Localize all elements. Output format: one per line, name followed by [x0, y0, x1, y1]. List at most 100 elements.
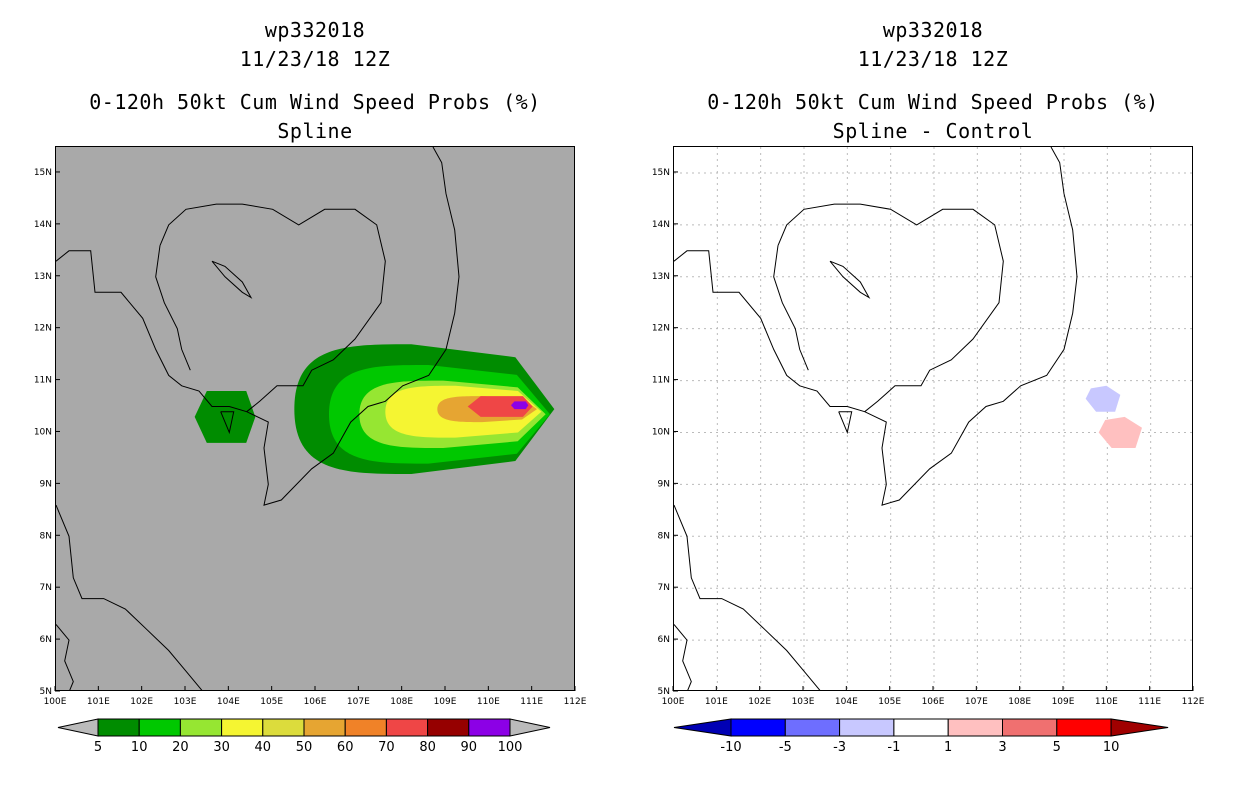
y-tick-label: 6N	[40, 635, 52, 645]
colorbar2-box	[839, 718, 895, 737]
colorbar1-box	[97, 718, 140, 737]
x-tick-label: 101E	[87, 697, 110, 707]
colorbar2-box	[947, 718, 1004, 737]
x-tick-label: 103E	[174, 697, 197, 707]
colorbar2-box	[1002, 718, 1058, 737]
colorbar1-label: 80	[419, 740, 436, 755]
probability-contour-90	[511, 401, 529, 410]
coastline-0	[674, 147, 1078, 506]
panel1-map-svg	[56, 147, 555, 690]
colorbar2-high-triangle	[1110, 718, 1169, 737]
colorbar2-box	[1056, 718, 1112, 737]
colorbar1-label: 100	[498, 740, 523, 755]
panel2-chart-title: 0-120h 50kt Cum Wind Speed Probs (%)	[707, 90, 1159, 114]
y-tick-label: 9N	[658, 479, 670, 489]
x-tick-label: 100E	[662, 697, 685, 707]
x-tick-label: 100E	[44, 697, 67, 707]
y-tick-label: 5N	[40, 687, 52, 697]
y-tick-label: 11N	[652, 376, 670, 386]
y-tick-label: 14N	[34, 220, 52, 230]
panel2-map-svg	[674, 147, 1192, 690]
x-tick-label: 112E	[1182, 697, 1205, 707]
coastline-4	[56, 504, 203, 690]
x-tick-label: 112E	[564, 697, 587, 707]
x-tick-label: 110E	[477, 697, 500, 707]
panel1-datetime: 11/23/18 12Z	[239, 47, 391, 71]
y-tick-label: 14N	[652, 220, 670, 230]
colorbar1-box	[138, 718, 181, 737]
colorbar1-label: 70	[378, 740, 395, 755]
y-tick-label: 7N	[658, 583, 670, 593]
y-tick-label: 10N	[652, 427, 670, 437]
x-tick-label: 104E	[835, 697, 858, 707]
panel1-title: wp332018	[264, 18, 366, 42]
y-tick-label: 8N	[658, 531, 670, 541]
colorbar1-box	[179, 718, 223, 737]
y-tick-label: 9N	[40, 479, 52, 489]
panel2-datetime: 11/23/18 12Z	[857, 47, 1009, 71]
colorbar2-label: 5	[1053, 740, 1061, 755]
coastline-1	[159, 203, 386, 413]
difference-area-negative	[1085, 385, 1121, 412]
panel1-subtitle: Spline	[277, 119, 353, 143]
x-tick-label: 106E	[922, 697, 945, 707]
colorbar2-label: -5	[779, 740, 792, 755]
colorbar1-box	[427, 718, 470, 737]
coastline-3	[211, 260, 253, 299]
colorbar1-label: 20	[172, 740, 189, 755]
colorbar2-label: 3	[998, 740, 1006, 755]
x-tick-label: 106E	[304, 697, 327, 707]
x-tick-label: 110E	[1095, 697, 1118, 707]
colorbar1-high-triangle	[509, 718, 551, 737]
y-tick-label: 8N	[40, 531, 52, 541]
coastline-0	[56, 147, 460, 506]
colorbar1-box	[221, 718, 264, 737]
panel1-map	[55, 146, 575, 691]
x-tick-label: 109E	[434, 697, 457, 707]
y-tick-label: 7N	[40, 583, 52, 593]
x-tick-label: 109E	[1052, 697, 1075, 707]
colorbar1-label: 10	[131, 740, 148, 755]
colorbar1-low-triangle	[57, 718, 99, 737]
panel2-title: wp332018	[882, 18, 984, 42]
colorbar2-label: -3	[833, 740, 846, 755]
panel2-map	[673, 146, 1193, 691]
x-tick-label: 111E	[1138, 697, 1161, 707]
probability-contour-70	[467, 396, 533, 417]
colorbar1-label: 90	[461, 740, 478, 755]
colorbar2-label: 1	[944, 740, 952, 755]
y-tick-label: 13N	[652, 272, 670, 282]
colorbar1-label: 50	[296, 740, 313, 755]
colorbar1-label: 60	[337, 740, 354, 755]
x-tick-label: 105E	[878, 697, 901, 707]
colorbar1-label: 30	[213, 740, 230, 755]
x-tick-label: 104E	[217, 697, 240, 707]
y-tick-label: 12N	[652, 324, 670, 334]
x-tick-label: 108E	[390, 697, 413, 707]
x-tick-label: 103E	[792, 697, 815, 707]
colorbar2-label: -1	[887, 740, 900, 755]
y-tick-label: 5N	[658, 687, 670, 697]
colorbar2-label: -10	[720, 740, 741, 755]
coastline-2	[773, 245, 809, 371]
x-tick-label: 108E	[1008, 697, 1031, 707]
colorbar1-box	[262, 718, 305, 737]
coastline-2	[155, 245, 191, 371]
colorbar1-label: 40	[255, 740, 272, 755]
colorbar2-box	[730, 718, 786, 737]
difference-area-positive	[1098, 416, 1142, 449]
colorbar1-label: 5	[94, 740, 102, 755]
colorbar2-box	[893, 718, 949, 737]
x-tick-label: 102E	[748, 697, 771, 707]
y-tick-label: 15N	[652, 168, 670, 178]
coastline-5	[56, 624, 74, 690]
coastline-4	[674, 504, 821, 690]
x-tick-label: 107E	[347, 697, 370, 707]
colorbar1-box	[303, 718, 346, 737]
y-tick-label: 12N	[34, 324, 52, 334]
x-tick-label: 101E	[705, 697, 728, 707]
coastline-1	[777, 203, 1004, 413]
coastline-3	[829, 260, 871, 299]
x-tick-label: 107E	[965, 697, 988, 707]
